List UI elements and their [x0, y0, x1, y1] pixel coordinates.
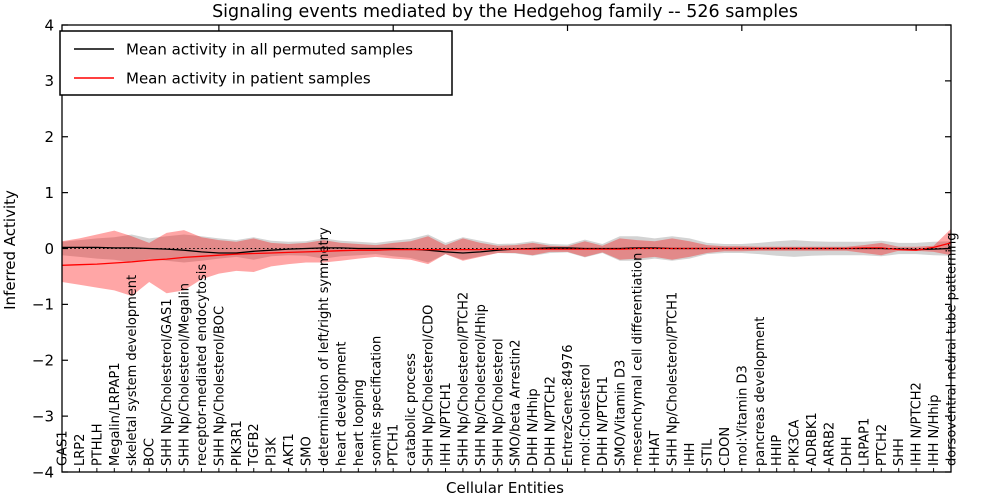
y-tick-label: 2	[44, 128, 54, 146]
x-tick-label: SHH Np/Cholesterol	[491, 338, 506, 466]
chart-title: Signaling events mediated by the Hedgeho…	[212, 2, 798, 22]
x-tick-label: mesenchymal cell differentiation	[631, 253, 646, 466]
x-tick-label: GAS1	[56, 431, 71, 467]
x-tick-label: SMO	[300, 436, 315, 466]
x-tick-label: somite specification	[369, 336, 384, 466]
legend-label-patient: Mean activity in patient samples	[126, 70, 371, 88]
x-tick-label: SHH Np/Cholesterol/PTCH1	[666, 292, 681, 466]
x-tick-label: DHH	[840, 436, 855, 466]
y-tick-label: −3	[32, 407, 54, 425]
y-axis-label: Inferred Activity	[1, 190, 19, 310]
x-tick-label: heart development	[334, 341, 349, 466]
x-tick-label: HHAT	[648, 431, 663, 466]
x-tick-label: STIL	[700, 438, 715, 466]
x-tick-label: DHH N/PTCH1	[596, 376, 611, 466]
x-tick-label: EntrezGene:84976	[561, 345, 576, 466]
x-tick-label: IHH N/PTCH2	[910, 382, 925, 466]
x-tick-label: SHH Np/Cholesterol/BOC	[212, 306, 227, 466]
x-tick-label: dorsoventral neural tube patterning	[945, 233, 960, 466]
x-tick-label: PIK3CA	[788, 419, 803, 466]
axis-ticks	[61, 24, 952, 473]
y-tick-label: 4	[44, 16, 54, 34]
y-tick-label: −1	[32, 296, 54, 314]
x-tick-label: mol:Vitamin D3	[735, 365, 750, 466]
x-tick-label: ARRB2	[822, 422, 837, 466]
y-axis-tick-labels: 4 3 2 1 0 −1 −2 −3 −4	[32, 16, 54, 481]
x-tick-label: heart looping	[352, 379, 367, 466]
x-tick-label: IHH	[683, 443, 698, 466]
x-tick-label: LRP2	[73, 434, 88, 466]
x-tick-label: SHH Np/Cholesterol/PTCH2	[456, 292, 471, 466]
x-tick-label: pancreas development	[753, 317, 768, 466]
x-tick-label: determination of left/right symmetry	[317, 227, 332, 466]
x-tick-label: TGFB2	[247, 423, 262, 467]
x-tick-label: PTHLH	[90, 423, 105, 466]
y-tick-label: 0	[44, 240, 54, 258]
series-lines	[61, 242, 952, 266]
x-tick-label: SHH Np/Cholesterol/GAS1	[160, 298, 175, 466]
x-tick-label: PI3K	[265, 437, 280, 466]
x-tick-label: PIK3R1	[230, 420, 245, 466]
legend-label-permuted: Mean activity in all permuted samples	[126, 41, 413, 59]
x-tick-label: receptor-mediated endocytosis	[195, 264, 210, 466]
x-tick-label: skeletal system development	[125, 275, 140, 466]
x-tick-label: CDON	[718, 427, 733, 466]
x-tick-label: DHH N/PTCH2	[544, 376, 559, 466]
x-tick-label: BOC	[143, 438, 158, 466]
y-tick-label: 1	[44, 184, 54, 202]
x-tick-label: HHIP	[770, 435, 785, 466]
y-tick-label: 3	[44, 72, 54, 90]
x-tick-label: IHH N/Hhip	[927, 395, 942, 467]
patient-band	[62, 228, 951, 296]
x-tick-label: PTCH1	[387, 424, 402, 466]
x-tick-label: ADRBK1	[805, 412, 820, 466]
x-tick-label: SHH Np/Cholesterol/Megalin	[178, 283, 193, 466]
x-tick-label: SMO/Vitamin D3	[613, 360, 628, 466]
x-tick-label: catabolic process	[404, 353, 419, 466]
x-tick-label: SHH Np/Cholesterol/CDO	[422, 305, 437, 466]
legend-box	[59, 30, 453, 96]
x-tick-label: mol:Cholesterol	[578, 364, 593, 466]
x-tick-label: IHH N/PTCH1	[439, 382, 454, 466]
x-axis-tick-labels: GAS1 LRP2 PTHLH Megalin/LRPAP1 skeletal syst…	[56, 227, 960, 467]
legend: Mean activity in all permuted samples Me…	[59, 30, 453, 96]
x-tick-label: AKT1	[282, 433, 297, 466]
x-tick-label: SHH	[892, 438, 907, 466]
x-tick-label: Megalin/LRPAP1	[108, 362, 123, 466]
x-tick-label: PTCH2	[875, 424, 890, 466]
patient-mean-line	[61, 242, 952, 266]
y-tick-label: −4	[32, 463, 54, 481]
x-axis-label: Cellular Entities	[446, 479, 564, 497]
x-tick-label: SMO/beta Arrestin2	[509, 339, 524, 466]
y-tick-label: −2	[32, 352, 54, 370]
x-tick-label: LRPAP1	[857, 418, 872, 466]
x-tick-label: DHH N/Hhip	[526, 388, 541, 466]
x-tick-label: SHH Np/Cholesterol/Hhip	[474, 304, 489, 466]
